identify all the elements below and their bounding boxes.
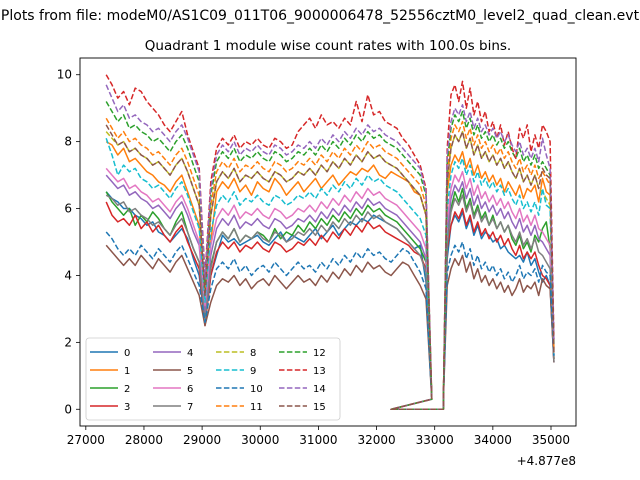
legend-label: 8: [250, 348, 256, 359]
legend-label: 7: [187, 402, 193, 413]
series-layer: [105, 74, 555, 411]
x-tick-label: 27000: [67, 433, 105, 447]
legend-label: 1: [124, 366, 130, 377]
plot-border: [79, 57, 577, 427]
x-axis: 27000 28000 29000 30000 31000 32000 33000 34000…: [67, 426, 570, 447]
series-line-3: [105, 201, 555, 411]
legend-label: 10: [250, 384, 263, 395]
series-line-11: [105, 117, 555, 411]
x-tick-label: 34000: [474, 433, 512, 447]
legend-label: 4: [187, 348, 193, 359]
y-axis: 0 2 4 6 8 10: [57, 68, 80, 416]
y-tick-label: 0: [64, 402, 72, 416]
legend-label: 12: [313, 348, 326, 359]
series-line-7: [105, 194, 555, 411]
x-tick-label: 32000: [357, 433, 395, 447]
legend-label: 5: [187, 366, 193, 377]
x-tick-label: 28000: [125, 433, 163, 447]
series-line-1: [105, 140, 555, 411]
x-axis-offset-label: +4.877e8: [517, 454, 576, 468]
y-tick-label: 4: [64, 268, 72, 282]
x-tick-label: 29000: [183, 433, 221, 447]
y-tick-label: 2: [64, 335, 72, 349]
y-tick-label: 8: [64, 135, 72, 149]
y-tick-label: 6: [64, 202, 72, 216]
series-line-4: [105, 174, 555, 411]
legend-label: 15: [313, 402, 326, 413]
chart-title: Quadrant 1 module wise count rates with …: [145, 38, 511, 54]
series-line-14: [105, 84, 555, 411]
legend-label: 3: [124, 402, 130, 413]
x-tick-label: 35000: [532, 433, 570, 447]
legend-label: 13: [313, 366, 326, 377]
series-line-5: [105, 244, 555, 411]
series-line-6: [105, 167, 555, 411]
legend-frame: [85, 337, 341, 421]
legend-label: 9: [250, 366, 256, 377]
series-line-10: [105, 231, 555, 411]
legend-label: 6: [187, 384, 193, 395]
series-line-9: [105, 138, 555, 411]
series-line-15: [105, 124, 555, 411]
legend-label: 0: [124, 348, 130, 359]
x-tick-label: 33000: [416, 433, 454, 447]
x-tick-label: 31000: [299, 433, 337, 447]
legend-label: 2: [124, 384, 130, 395]
series-line-12: [105, 101, 555, 411]
legend-label: 14: [313, 384, 326, 395]
legend-label: 11: [250, 402, 263, 413]
x-tick-label: 30000: [241, 433, 279, 447]
series-line-13: [105, 74, 555, 411]
figure-suptitle: Plots from file: modeM0/AS1C09_011T06_90…: [1, 8, 640, 24]
y-tick-label: 10: [57, 68, 72, 82]
